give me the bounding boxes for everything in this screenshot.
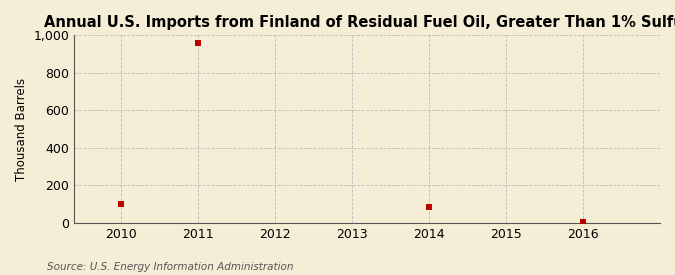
Point <box>578 220 589 224</box>
Point <box>423 205 434 209</box>
Text: Source: U.S. Energy Information Administration: Source: U.S. Energy Information Administ… <box>47 262 294 272</box>
Title: Annual U.S. Imports from Finland of Residual Fuel Oil, Greater Than 1% Sulfur: Annual U.S. Imports from Finland of Resi… <box>44 15 675 30</box>
Point <box>115 202 126 206</box>
Point <box>192 41 203 46</box>
Y-axis label: Thousand Barrels: Thousand Barrels <box>15 78 28 181</box>
